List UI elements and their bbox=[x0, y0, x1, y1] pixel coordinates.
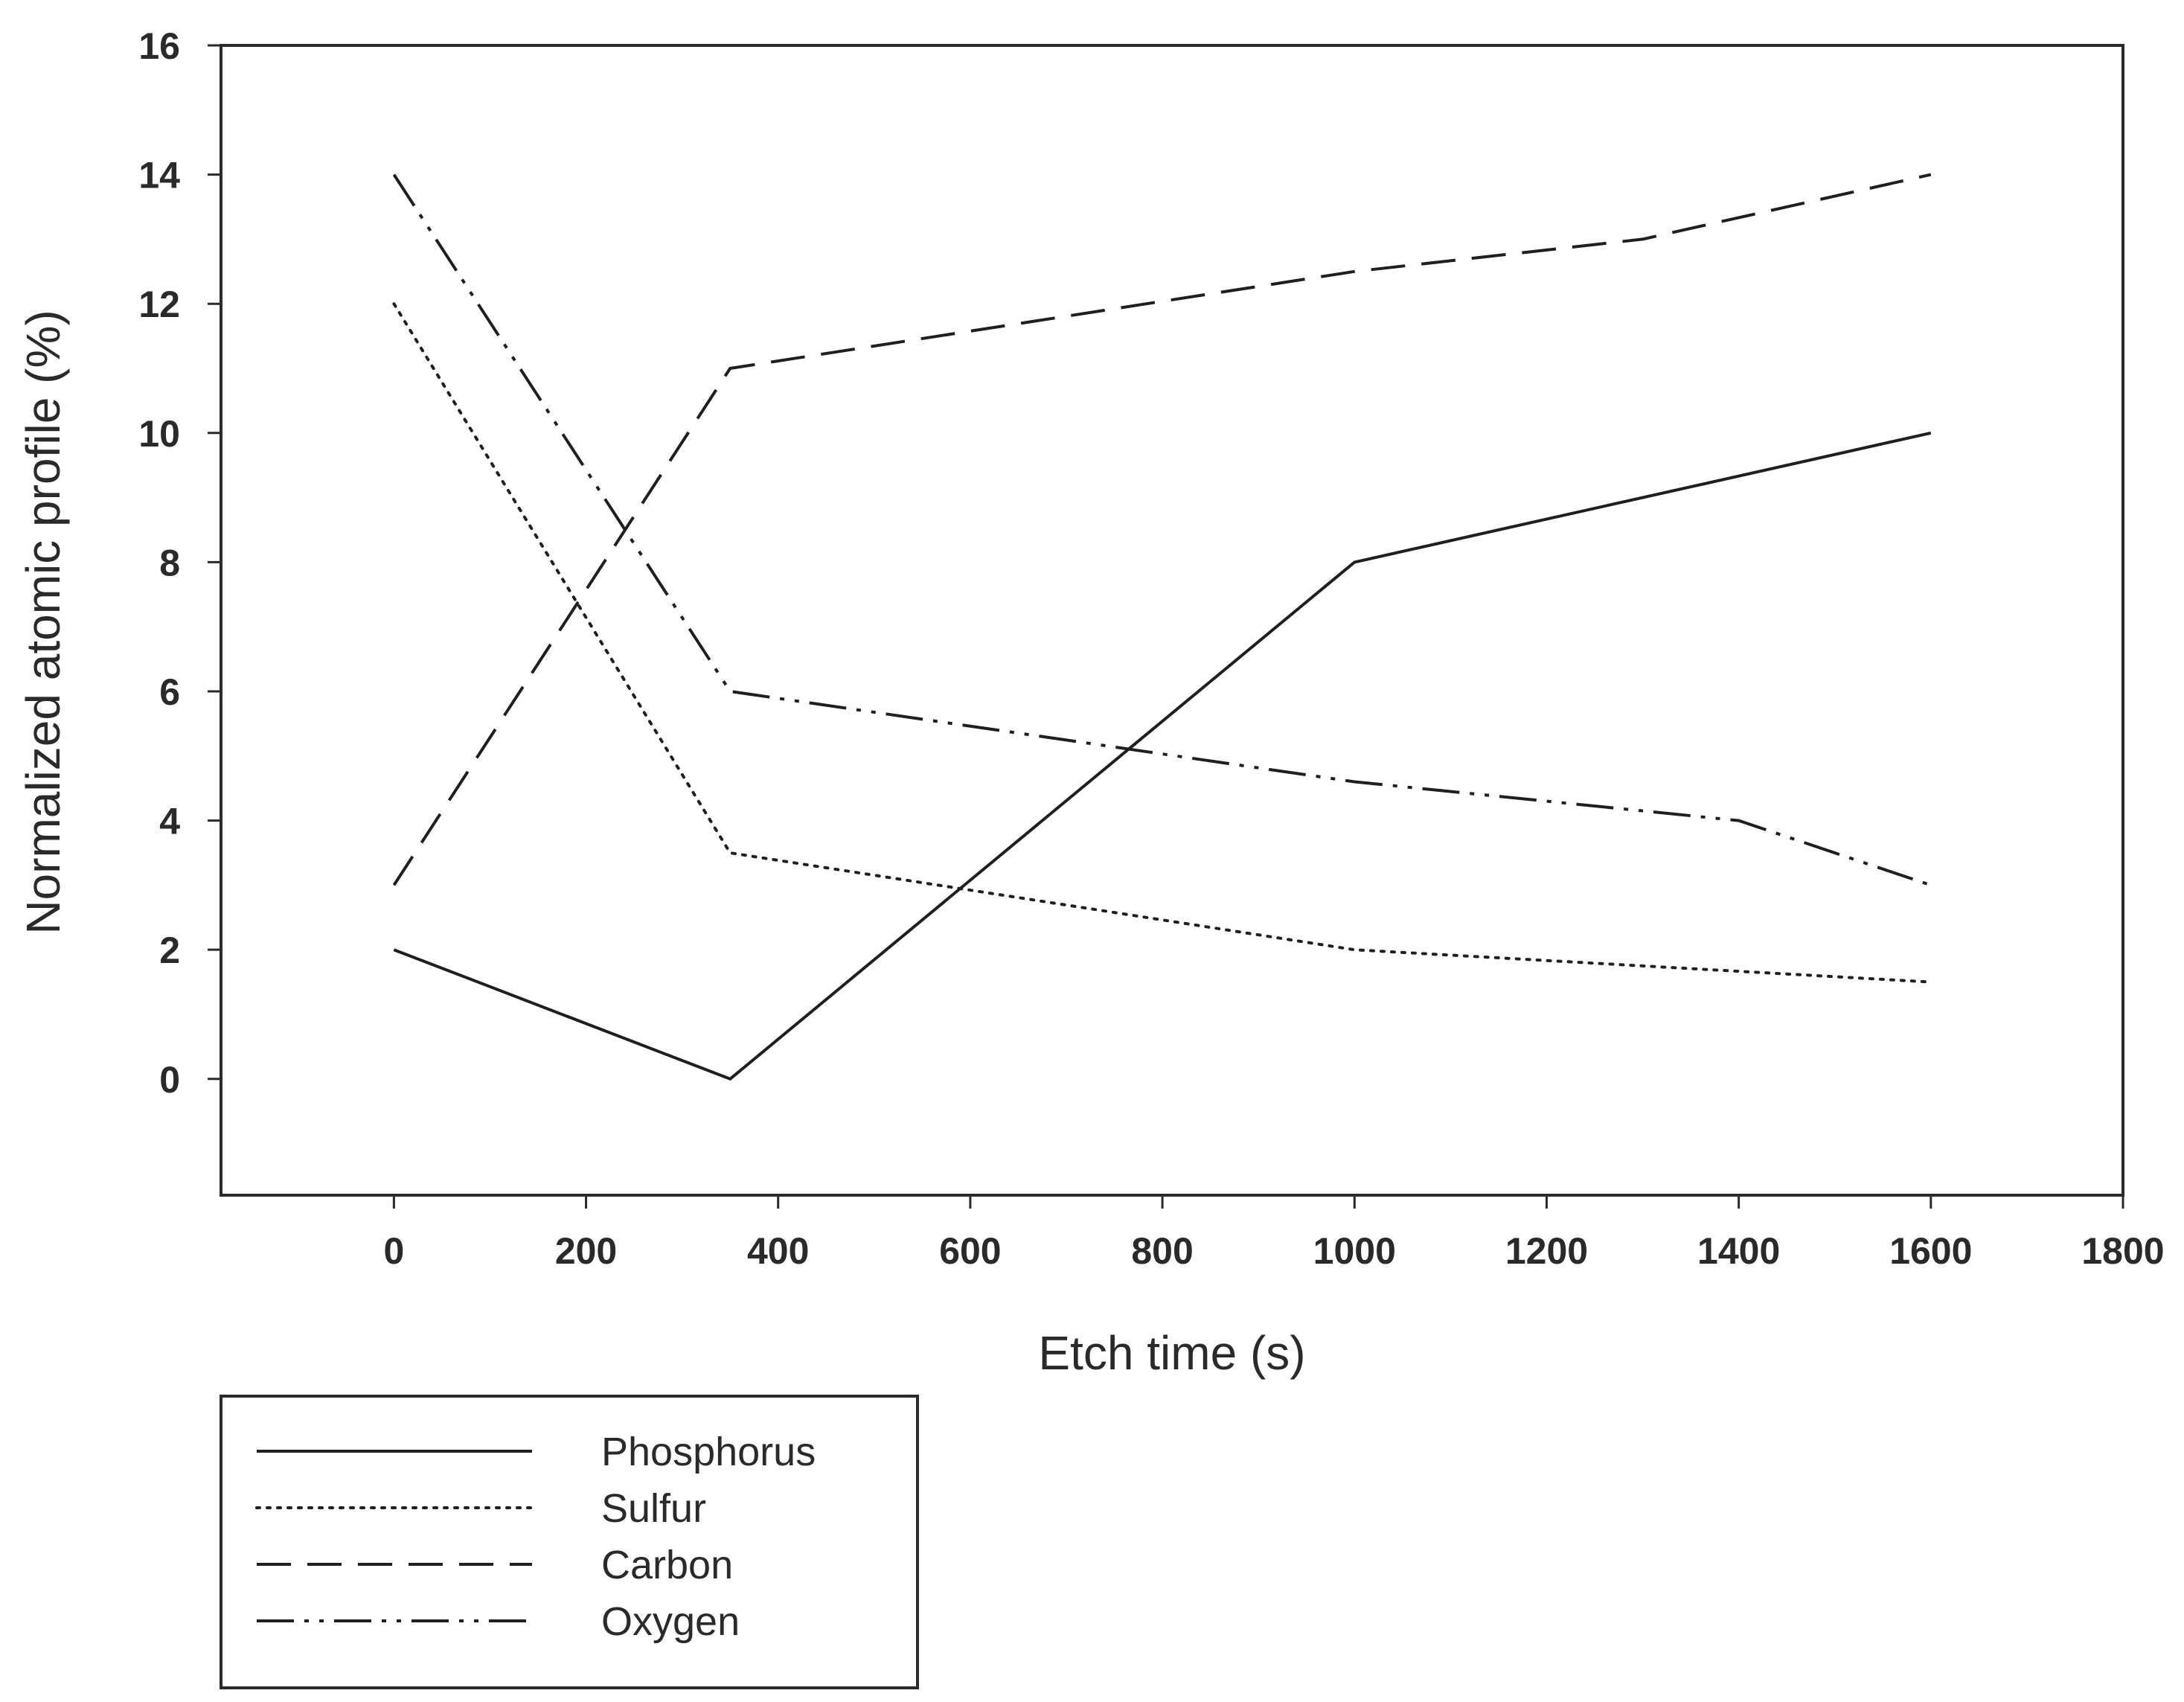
y-tick-label: 8 bbox=[159, 542, 180, 583]
x-tick-label: 1800 bbox=[2081, 1230, 2164, 1272]
legend-label-phosphorus: Phosphorus bbox=[601, 1430, 816, 1474]
x-tick-label: 1600 bbox=[1889, 1230, 1972, 1272]
x-axis-ticks: 0 200 400 600 800 1000 1200 1400 1600 1800 bbox=[383, 1195, 2165, 1272]
y-tick-label: 16 bbox=[138, 25, 180, 67]
x-axis-title: Etch time (s) bbox=[1038, 1326, 1305, 1380]
x-tick-label: 400 bbox=[747, 1230, 809, 1272]
legend-label-oxygen: Oxygen bbox=[601, 1599, 740, 1644]
legend-label-sulfur: Sulfur bbox=[601, 1486, 706, 1531]
series-layer bbox=[392, 173, 1932, 1081]
series-line-oxygen bbox=[392, 173, 1932, 887]
x-tick-label: 200 bbox=[555, 1230, 617, 1272]
series-line-carbon bbox=[392, 173, 1932, 886]
x-tick-label: 0 bbox=[383, 1230, 404, 1272]
plot-frame bbox=[220, 44, 2124, 1197]
y-tick-label: 6 bbox=[159, 671, 180, 713]
legend-box bbox=[220, 1395, 919, 1689]
x-tick-label: 800 bbox=[1131, 1230, 1193, 1272]
y-tick-label: 10 bbox=[138, 413, 180, 455]
legend-label-carbon: Carbon bbox=[601, 1543, 733, 1587]
y-tick-label: 4 bbox=[159, 801, 180, 842]
x-tick-label: 600 bbox=[939, 1230, 1001, 1272]
series-line-sulfur bbox=[392, 302, 1932, 984]
y-tick-label: 12 bbox=[138, 284, 180, 325]
x-tick-label: 1000 bbox=[1313, 1230, 1396, 1272]
y-tick-label: 14 bbox=[138, 155, 180, 196]
series-line-phosphorus bbox=[393, 431, 1932, 1081]
y-axis-title: Normalized atomic profile (%) bbox=[16, 310, 70, 934]
y-tick-label: 0 bbox=[159, 1059, 180, 1101]
y-axis-ticks: 0 2 4 6 8 10 12 14 16 bbox=[138, 25, 221, 1101]
legend: Phosphorus Sulfur Carbon Oxygen bbox=[255, 1430, 816, 1644]
x-tick-label: 1200 bbox=[1505, 1230, 1588, 1272]
y-tick-label: 2 bbox=[159, 930, 180, 971]
x-tick-label: 1400 bbox=[1697, 1230, 1780, 1272]
